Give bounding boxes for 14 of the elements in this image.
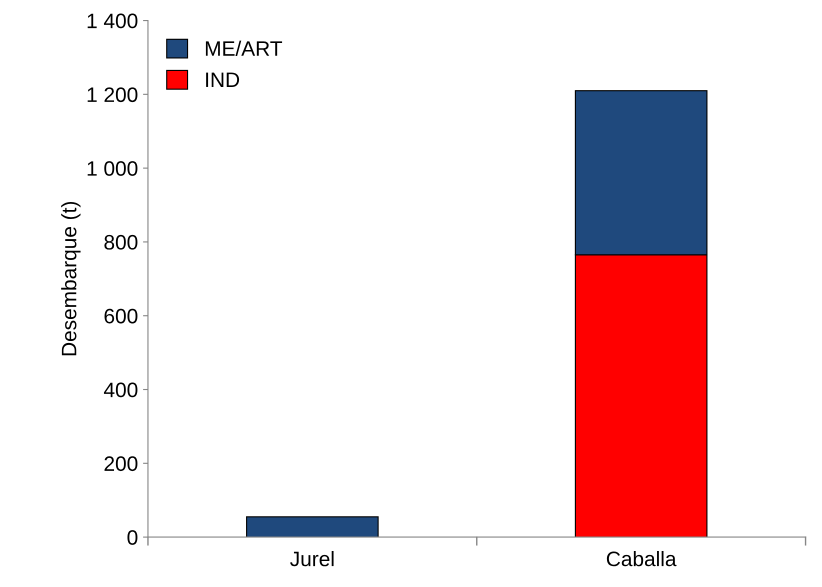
y-tick-label: 200	[104, 456, 138, 472]
y-tick-label: 800	[104, 234, 138, 250]
y-tick-label: 600	[104, 308, 138, 324]
x-tick-label: Jurel	[290, 550, 334, 566]
y-tick-label: 400	[104, 382, 138, 398]
y-tick-label: 1 200	[88, 87, 138, 102]
legend-label: ME/ART	[206, 40, 282, 56]
y-tick-label: 1 400	[88, 14, 138, 28]
y-axis-title: Desembarque (t)	[61, 202, 81, 356]
y-tick-label: 1 000	[88, 161, 138, 176]
x-tick-label: Caballa	[606, 550, 676, 566]
bar	[246, 516, 379, 538]
legend-label: IND	[206, 72, 240, 87]
y-tick-label: 0	[127, 530, 138, 545]
